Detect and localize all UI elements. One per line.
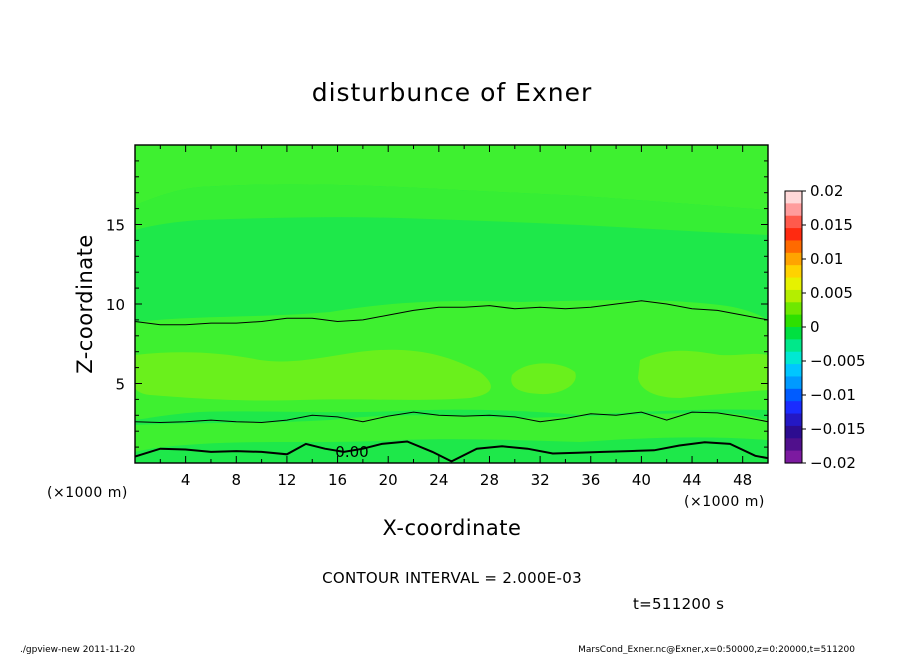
colorbar-label: 0.015: [810, 216, 853, 234]
x-tick-label: 36: [581, 471, 600, 489]
x-unit-label-right: (×1000 m): [684, 494, 765, 510]
field-band-low: [135, 413, 768, 452]
colorbar-segment: [785, 240, 802, 254]
colorbar-segment: [785, 413, 802, 427]
x-tick-label: 44: [682, 471, 701, 489]
plot-area: [135, 145, 768, 463]
colorbar-segment: [785, 351, 802, 365]
colorbar-label: −0.01: [810, 386, 856, 404]
y-tick-label: 15: [106, 217, 125, 235]
contour-line-0: [135, 440, 768, 463]
x-tick-label: 8: [232, 471, 242, 489]
field-band-upper-lightgreen: [135, 184, 768, 235]
y-axis-title: Z-coordinate: [73, 234, 97, 374]
colorbar-label: 0.02: [810, 182, 843, 200]
colorbar-segment: [785, 388, 802, 402]
field-band-yellow-green: [135, 349, 491, 401]
contour-line-1: [135, 411, 768, 424]
colorbar-label: −0.02: [810, 454, 856, 472]
field-band-upper: [135, 145, 768, 210]
x-tick-label: 48: [733, 471, 752, 489]
colorbar-segment: [785, 302, 802, 316]
colorbar: 0.02 0.015 0.01 0.005 0 −0.005 −0.01 −0.015 −0.0…: [784, 182, 866, 472]
contour-label-zero: 0.00: [335, 443, 368, 461]
colorbar-label: −0.005: [810, 352, 866, 370]
colorbar-segment: [785, 215, 802, 229]
y-tick-label: 5: [115, 376, 125, 394]
colorbar-segment: [785, 376, 802, 390]
contour-lines: [135, 300, 768, 463]
colorbar-segment: [785, 339, 802, 353]
x-tick-label: 16: [328, 471, 347, 489]
x-tick-label: 28: [480, 471, 499, 489]
footer-left: ./gpview-new 2011-11-20: [20, 645, 135, 654]
contour-line-2: [135, 300, 768, 326]
field-band-yellow-green-mid: [511, 363, 576, 395]
colorbar-segment: [785, 203, 802, 217]
chart-title: disturbunce of Exner: [312, 78, 593, 107]
colorbar-segment: [785, 277, 802, 291]
colorbar-label: 0.005: [810, 284, 853, 302]
colorbar-segment: [785, 425, 802, 439]
colorbar-label: 0.01: [810, 250, 843, 268]
colorbar-label: −0.015: [810, 420, 866, 438]
colorbar-segment: [785, 289, 802, 303]
y-tick-label: 10: [106, 296, 125, 314]
colorbar-segment: [785, 228, 802, 242]
colorbar-segment: [785, 191, 802, 204]
x-axis: 4 8 12 16 20 24 28 32 36 40 44 48: [159, 145, 769, 489]
contour-interval-text: CONTOUR INTERVAL = 2.000E-03: [322, 569, 582, 587]
footer-right: MarsCond_Exner.nc@Exner,x=0:50000,z=0:20…: [578, 645, 855, 654]
colorbar-segment: [785, 265, 802, 279]
x-tick-label: 20: [379, 471, 398, 489]
x-tick-label: 40: [632, 471, 651, 489]
x-tick-label: 4: [181, 471, 191, 489]
colorbar-segment: [785, 327, 802, 340]
time-text: t=511200 s: [633, 595, 724, 613]
x-tick-label: 24: [429, 471, 448, 489]
colorbar-segment: [785, 364, 802, 378]
colorbar-label: 0: [810, 318, 820, 336]
x-tick-label: 32: [531, 471, 550, 489]
field-band-yellow-green-east: [638, 350, 768, 398]
y-axis: 5 10 15: [106, 160, 768, 448]
x-axis-title: X-coordinate: [383, 516, 522, 540]
x-unit-label-left: (×1000 m): [47, 485, 128, 501]
colorbar-segment: [785, 450, 802, 464]
colorbar-segment: [785, 401, 802, 415]
colorbar-segment: [785, 314, 802, 328]
x-tick-label: 12: [277, 471, 296, 489]
colorbar-segment: [785, 438, 802, 452]
colorbar-segment: [785, 252, 802, 266]
